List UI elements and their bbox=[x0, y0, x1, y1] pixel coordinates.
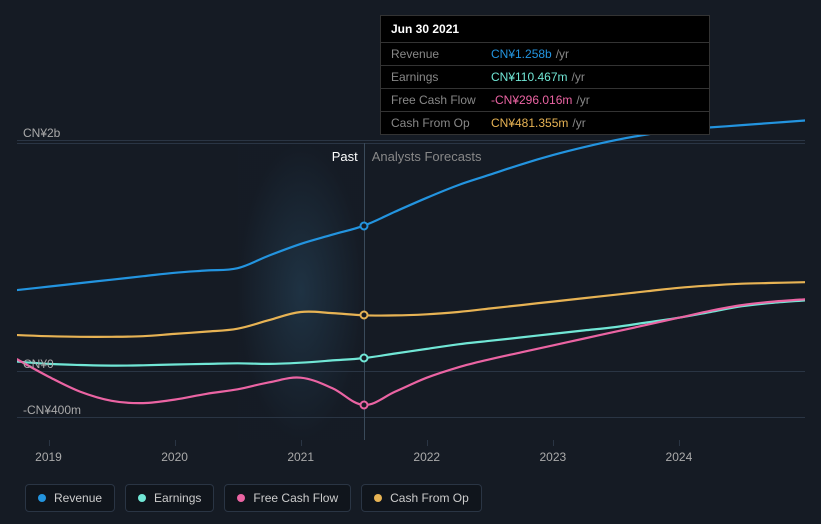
legend-dot-icon bbox=[138, 494, 146, 502]
forecast-section-label: Analysts Forecasts bbox=[372, 149, 482, 164]
legend-label: Cash From Op bbox=[390, 491, 469, 505]
series-line-cfo bbox=[17, 282, 805, 337]
tooltip-row: Cash From OpCN¥481.355m/yr bbox=[381, 112, 709, 134]
chart-container: CN¥2b CN¥0 -CN¥400m 2019 2020 2021 2022 2023 20… bbox=[17, 0, 805, 524]
legend-item-cfo[interactable]: Cash From Op bbox=[361, 484, 482, 512]
tooltip-value: -CN¥296.016m bbox=[491, 93, 572, 107]
y-axis-label: CN¥0 bbox=[23, 357, 54, 371]
legend-dot-icon bbox=[237, 494, 245, 502]
y-axis-label: CN¥2b bbox=[23, 126, 60, 140]
tooltip-label: Revenue bbox=[391, 47, 491, 61]
tooltip-suffix: /yr bbox=[576, 93, 589, 107]
tooltip-row: EarningsCN¥110.467m/yr bbox=[381, 66, 709, 89]
tooltip-label: Earnings bbox=[391, 70, 491, 84]
chart-tooltip: Jun 30 2021 RevenueCN¥1.258b/yrEarningsC… bbox=[380, 15, 710, 135]
marker-dot-cfo bbox=[359, 311, 368, 320]
x-axis-tick bbox=[553, 440, 554, 446]
chart-legend: Revenue Earnings Free Cash Flow Cash From O… bbox=[25, 484, 482, 512]
tooltip-label: Free Cash Flow bbox=[391, 93, 491, 107]
x-axis-tick bbox=[301, 440, 302, 446]
tooltip-date: Jun 30 2021 bbox=[381, 16, 709, 43]
past-section-label: Past bbox=[304, 149, 358, 164]
legend-item-earnings[interactable]: Earnings bbox=[125, 484, 214, 512]
x-axis-label: 2020 bbox=[161, 450, 188, 464]
legend-label: Free Cash Flow bbox=[253, 491, 338, 505]
x-axis-label: 2023 bbox=[539, 450, 566, 464]
tooltip-row: RevenueCN¥1.258b/yr bbox=[381, 43, 709, 66]
marker-dot-revenue bbox=[359, 221, 368, 230]
x-axis-tick bbox=[679, 440, 680, 446]
tooltip-suffix: /yr bbox=[556, 47, 569, 61]
tooltip-suffix: /yr bbox=[572, 70, 585, 84]
x-axis-label: 2024 bbox=[666, 450, 693, 464]
series-line-revenue bbox=[17, 121, 805, 291]
tooltip-value: CN¥1.258b bbox=[491, 47, 552, 61]
x-axis-tick bbox=[427, 440, 428, 446]
x-axis-label: 2021 bbox=[287, 450, 314, 464]
x-axis-label: 2019 bbox=[35, 450, 62, 464]
tooltip-label: Cash From Op bbox=[391, 116, 491, 130]
series-line-earnings bbox=[17, 300, 805, 365]
legend-dot-icon bbox=[38, 494, 46, 502]
legend-item-fcf[interactable]: Free Cash Flow bbox=[224, 484, 351, 512]
legend-label: Earnings bbox=[154, 491, 201, 505]
legend-item-revenue[interactable]: Revenue bbox=[25, 484, 115, 512]
tooltip-suffix: /yr bbox=[572, 116, 585, 130]
x-axis-tick bbox=[175, 440, 176, 446]
tooltip-value: CN¥481.355m bbox=[491, 116, 568, 130]
past-highlight-region bbox=[238, 143, 364, 440]
hover-marker-line bbox=[364, 143, 365, 440]
marker-dot-earnings bbox=[359, 354, 368, 363]
x-axis-tick bbox=[49, 440, 50, 446]
gridline bbox=[17, 371, 805, 372]
tooltip-row: Free Cash Flow-CN¥296.016m/yr bbox=[381, 89, 709, 112]
legend-label: Revenue bbox=[54, 491, 102, 505]
gridline bbox=[17, 140, 805, 141]
legend-dot-icon bbox=[374, 494, 382, 502]
y-axis-label: -CN¥400m bbox=[23, 403, 81, 417]
series-line-fcf bbox=[17, 299, 805, 405]
x-axis-label: 2022 bbox=[413, 450, 440, 464]
tooltip-value: CN¥110.467m bbox=[491, 70, 568, 84]
gridline bbox=[17, 143, 805, 144]
gridline bbox=[17, 417, 805, 418]
marker-dot-fcf bbox=[359, 400, 368, 409]
